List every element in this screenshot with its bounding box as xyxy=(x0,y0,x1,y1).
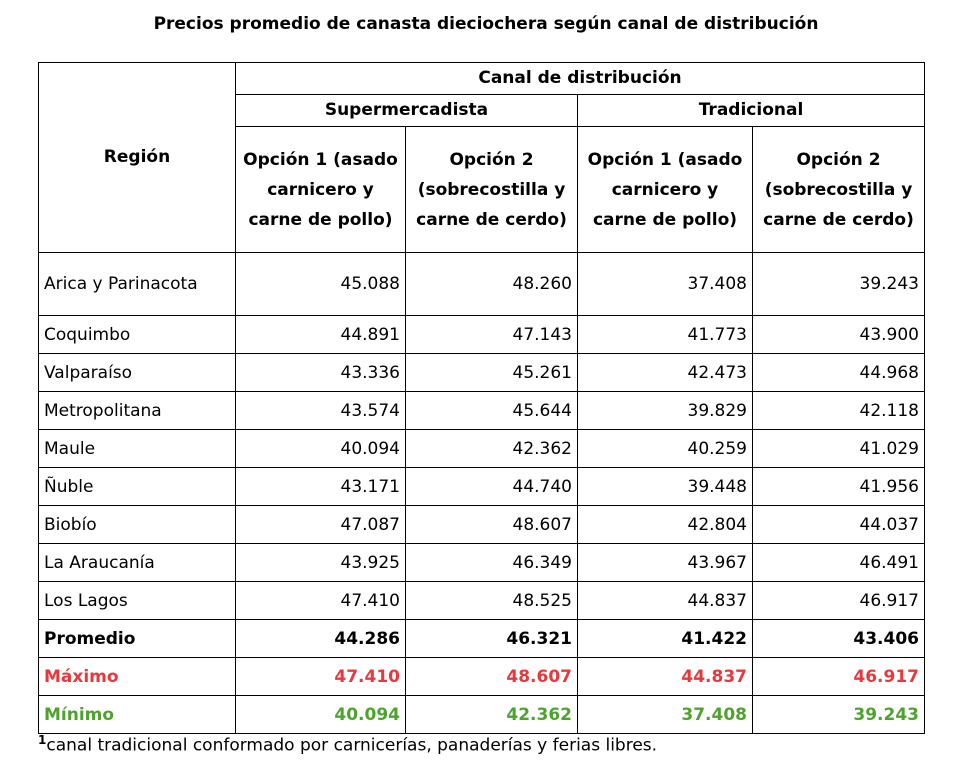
footnote-mark: 1 xyxy=(38,733,47,747)
option-header: Opción 2 (sobrecostilla y carne de cerdo… xyxy=(752,126,925,253)
price-cell: 48.260 xyxy=(405,252,578,316)
price-cell: 45.088 xyxy=(235,252,406,316)
row-label: Arica y Parinacota xyxy=(38,252,236,316)
table-row: Metropolitana 43.574 45.644 39.829 42.118 xyxy=(38,391,925,430)
region-header: Región xyxy=(38,62,236,253)
price-cell: 40.094 xyxy=(235,695,406,734)
price-cell: 44.037 xyxy=(752,505,925,544)
price-cell: 48.607 xyxy=(405,505,578,544)
price-cell: 43.171 xyxy=(235,467,406,506)
price-cell: 43.406 xyxy=(752,619,925,658)
table-row: Biobío 47.087 48.607 42.804 44.037 xyxy=(38,505,925,544)
option-header: Opción 1 (asado carnicero y carne de pol… xyxy=(235,126,406,253)
title: Precios promedio de canasta dieciochera … xyxy=(153,14,819,34)
price-cell: 43.900 xyxy=(752,315,925,354)
price-cell: 41.422 xyxy=(577,619,753,658)
row-label: Biobío xyxy=(38,505,236,544)
price-cell: 47.410 xyxy=(235,657,406,696)
price-cell: 44.740 xyxy=(405,467,578,506)
option-header: Opción 1 (asado carnicero y carne de pol… xyxy=(577,126,753,253)
price-cell: 41.029 xyxy=(752,429,925,468)
table-row: Valparaíso 43.336 45.261 42.473 44.968 xyxy=(38,353,925,392)
price-table: Región Canal de distribución Supermercad… xyxy=(38,62,925,734)
row-label: La Araucanía xyxy=(38,543,236,582)
price-cell: 39.243 xyxy=(752,695,925,734)
price-cell: 44.968 xyxy=(752,353,925,392)
channel-header: Canal de distribución xyxy=(235,62,925,95)
price-cell: 47.087 xyxy=(235,505,406,544)
footnote-text: canal tradicional conformado por carnice… xyxy=(46,735,658,756)
table-row: La Araucanía 43.925 46.349 43.967 46.491 xyxy=(38,543,925,582)
price-cell: 43.967 xyxy=(577,543,753,582)
row-label: Coquimbo xyxy=(38,315,236,354)
price-cell: 44.837 xyxy=(577,657,753,696)
price-cell: 44.286 xyxy=(235,619,406,658)
price-cell: 42.362 xyxy=(405,429,578,468)
price-cell: 40.094 xyxy=(235,429,406,468)
price-cell: 45.644 xyxy=(405,391,578,430)
price-cell: 46.917 xyxy=(752,657,925,696)
price-cell: 39.829 xyxy=(577,391,753,430)
row-label: Ñuble xyxy=(38,467,236,506)
table-row: Máximo 47.410 48.607 44.837 46.917 xyxy=(38,657,925,696)
table-row: Los Lagos 47.410 48.525 44.837 46.917 xyxy=(38,581,925,620)
row-label: Máximo xyxy=(38,657,236,696)
table-body: Arica y Parinacota 45.088 48.260 37.408 39.2… xyxy=(38,252,925,734)
price-cell: 39.243 xyxy=(752,252,925,316)
row-label: Metropolitana xyxy=(38,391,236,430)
price-cell: 45.261 xyxy=(405,353,578,392)
group-header: Supermercadista xyxy=(235,94,578,127)
table-row: Arica y Parinacota 45.088 48.260 37.408 39.2… xyxy=(38,252,925,316)
group-header: Tradicional xyxy=(577,94,925,127)
row-label: Los Lagos xyxy=(38,581,236,620)
price-cell: 43.336 xyxy=(235,353,406,392)
option-header: Opción 2 (sobrecostilla y carne de cerdo… xyxy=(405,126,578,253)
table-row: Maule 40.094 42.362 40.259 41.029 xyxy=(38,429,925,468)
price-cell: 43.574 xyxy=(235,391,406,430)
price-cell: 46.491 xyxy=(752,543,925,582)
price-cell: 42.804 xyxy=(577,505,753,544)
footnote: 1canal tradicional conformado por carnic… xyxy=(38,733,657,756)
price-cell: 39.448 xyxy=(577,467,753,506)
price-cell: 41.956 xyxy=(752,467,925,506)
price-cell: 41.773 xyxy=(577,315,753,354)
table-row: Mínimo 40.094 42.362 37.408 39.243 xyxy=(38,695,925,734)
row-label: Valparaíso xyxy=(38,353,236,392)
table-row: Promedio 44.286 46.321 41.422 43.406 xyxy=(38,619,925,658)
table-row: Coquimbo 44.891 47.143 41.773 43.900 xyxy=(38,315,925,354)
row-label: Maule xyxy=(38,429,236,468)
price-cell: 46.349 xyxy=(405,543,578,582)
price-cell: 42.118 xyxy=(752,391,925,430)
price-cell: 37.408 xyxy=(577,695,753,734)
row-label: Mínimo xyxy=(38,695,236,734)
price-cell: 47.410 xyxy=(235,581,406,620)
price-cell: 37.408 xyxy=(577,252,753,316)
price-cell: 44.891 xyxy=(235,315,406,354)
table-row: Ñuble 43.171 44.740 39.448 41.956 xyxy=(38,467,925,506)
price-cell: 40.259 xyxy=(577,429,753,468)
price-cell: 48.525 xyxy=(405,581,578,620)
price-cell: 46.321 xyxy=(405,619,578,658)
price-cell: 44.837 xyxy=(577,581,753,620)
price-cell: 43.925 xyxy=(235,543,406,582)
row-label: Promedio xyxy=(38,619,236,658)
price-cell: 42.362 xyxy=(405,695,578,734)
price-cell: 48.607 xyxy=(405,657,578,696)
price-cell: 47.143 xyxy=(405,315,578,354)
price-cell: 42.473 xyxy=(577,353,753,392)
price-cell: 46.917 xyxy=(752,581,925,620)
